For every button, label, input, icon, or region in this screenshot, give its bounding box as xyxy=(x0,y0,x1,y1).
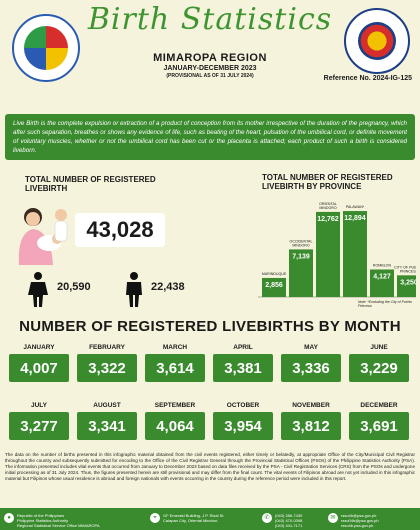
page-title: Birth Statistics xyxy=(87,2,333,37)
province-chart-title: TOTAL NUMBER OF REGISTERED LIVEBIRTH BY … xyxy=(262,173,393,192)
month-label: MAY xyxy=(304,344,318,351)
bar-value-label: 4,127 xyxy=(373,273,391,280)
month-label: JANUARY xyxy=(23,344,55,351)
month-value: 3,229 xyxy=(349,354,409,382)
month-label: APRIL xyxy=(233,344,253,351)
province-bar-chart: 2,856 MARINDUQUE 7,139 OCCIDENTAL MINDORO 12,… xyxy=(258,202,416,298)
month-card-november: NOVEMBER 3,812 xyxy=(281,400,341,442)
category-label: CITY OF PUERTOPRINCESA xyxy=(394,265,416,273)
footer-organization: Republic of the Philippines Philippine S… xyxy=(17,513,100,529)
reference-number: Reference No. 2024-IG-125 xyxy=(323,75,412,82)
category-label: MARINDUQUE xyxy=(262,272,287,276)
month-card-september: SEPTEMBER 4,064 xyxy=(145,400,205,442)
bar-marinduque xyxy=(262,277,286,297)
month-card-july: JULY 3,277 xyxy=(9,400,69,442)
footer-address: GF Emerald Building, J.P. Rizal St. Cala… xyxy=(163,513,225,524)
month-label: FEBRUARY xyxy=(89,344,125,351)
bar-value-label: 3,250 xyxy=(400,279,416,286)
month-value: 3,341 xyxy=(77,412,137,440)
male-icon xyxy=(126,272,142,307)
month-label: SEPTEMBER xyxy=(154,402,196,409)
month-card-february: FEBRUARY 3,322 xyxy=(77,342,137,384)
month-label: MARCH xyxy=(162,344,188,351)
month-value: 3,322 xyxy=(77,354,137,382)
month-value: 3,614 xyxy=(145,354,205,382)
female-icon xyxy=(28,272,48,307)
civil-registration-logo xyxy=(344,8,410,74)
month-value: 3,277 xyxy=(9,412,69,440)
month-value: 3,691 xyxy=(349,412,409,440)
month-card-may: MAY 3,336 xyxy=(281,342,341,384)
chart-note: Note: *Excluding the City of Puerto Prin… xyxy=(358,300,412,308)
months-section-title: NUMBER OF REGISTERED LIVEBIRTHS BY MONTH xyxy=(19,318,401,335)
province-chart-panel: TOTAL NUMBER OF REGISTERED LIVEBIRTH BY … xyxy=(210,167,416,315)
bar-value-label: 12,894 xyxy=(344,215,366,222)
footer-emails: rsso4b@psa.gov.ph rsso04b@psa.gov.ph rss… xyxy=(341,513,379,529)
bar-oriental-mindoro xyxy=(316,211,340,297)
methodology-note: The data on the number of births present… xyxy=(5,452,415,482)
month-value: 3,381 xyxy=(213,354,273,382)
live-birth-definition: Live Birth is the complete expulsion or … xyxy=(5,114,415,160)
month-value: 4,064 xyxy=(145,412,205,440)
month-card-october: OCTOBER 3,954 xyxy=(213,400,273,442)
footer-bar: ● Republic of the Philippines Philippine… xyxy=(0,508,420,530)
footer-phones: (043) 286-7430 (043) 470-0398 (043) 441-… xyxy=(275,513,303,529)
months-grid: JANUARY 4,007 FEBRUARY 3,322 MARCH 3,614 APRIL… xyxy=(5,342,415,450)
total-livebirth-title: TOTAL NUMBER OF REGISTERED LIVEBIRTH xyxy=(25,175,156,194)
bar-romblon xyxy=(370,269,394,297)
month-label: AUGUST xyxy=(93,402,121,409)
female-count: 20,590 xyxy=(57,281,91,293)
phone-icon: ✆ xyxy=(262,513,272,523)
bar-city-of-puerto-princesa xyxy=(397,275,416,297)
month-card-march: MARCH 3,614 xyxy=(145,342,205,384)
category-label: OCCIDENTAL MINDORO xyxy=(290,239,313,247)
category-label: PALAWAN* xyxy=(346,205,365,209)
category-label: ORIENTAL MINDORO xyxy=(319,202,337,210)
month-card-april: APRIL 3,381 xyxy=(213,342,273,384)
provisional-note: (PROVISIONAL AS OF 31 JULY 2024) xyxy=(166,73,254,79)
period-label: JANUARY-DECEMBER 2023 xyxy=(163,65,257,72)
bar-value-label: 2,856 xyxy=(265,282,283,289)
month-value: 3,336 xyxy=(281,354,341,382)
bar-palawan- xyxy=(343,211,367,297)
month-label: OCTOBER xyxy=(226,402,260,409)
month-card-august: AUGUST 3,341 xyxy=(77,400,137,442)
month-card-january: JANUARY 4,007 xyxy=(9,342,69,384)
region-title: MIMAROPA REGION xyxy=(153,52,267,64)
month-value: 4,007 xyxy=(9,354,69,382)
month-label: JUNE xyxy=(370,344,388,351)
total-livebirth-panel: TOTAL NUMBER OF REGISTERED LIVEBIRTH 43,… xyxy=(5,167,205,315)
bar-value-label: 7,139 xyxy=(292,253,310,260)
location-icon: ⌖ xyxy=(150,513,160,523)
month-label: DECEMBER xyxy=(360,402,398,409)
month-label: JULY xyxy=(30,402,48,409)
month-label: NOVEMBER xyxy=(292,402,330,409)
category-label: ROMBLON xyxy=(373,263,392,267)
mother-baby-illustration xyxy=(18,208,68,265)
total-livebirth-value: 43,028 xyxy=(75,213,165,247)
bar-value-label: 12,762 xyxy=(317,216,339,223)
psa-logo xyxy=(12,14,80,82)
psa-footer-logo-icon: ● xyxy=(4,513,14,523)
month-value: 3,954 xyxy=(213,412,273,440)
header: Birth Statistics MIMAROPA REGION JANUARY… xyxy=(0,0,420,112)
month-card-june: JUNE 3,229 xyxy=(349,342,409,384)
month-card-december: DECEMBER 3,691 xyxy=(349,400,409,442)
bar-occidental-mindoro xyxy=(289,249,313,297)
email-icon: ✉ xyxy=(328,513,338,523)
male-count: 22,438 xyxy=(151,281,185,293)
month-value: 3,812 xyxy=(281,412,341,440)
